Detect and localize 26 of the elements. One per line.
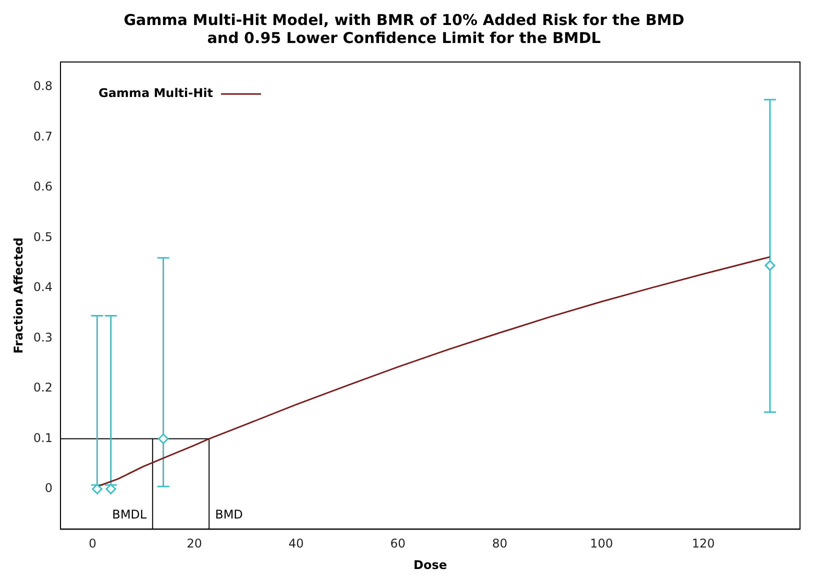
x-tick-label: 60 bbox=[390, 536, 406, 551]
y-tick-label: 0.6 bbox=[33, 180, 52, 194]
y-tick-label: 0.7 bbox=[33, 129, 52, 144]
y-tick-label: 0.4 bbox=[33, 280, 52, 294]
legend-label: Gamma Multi-Hit bbox=[98, 86, 214, 100]
ref-line-label: BMD bbox=[215, 507, 243, 522]
y-tick-label: 0.3 bbox=[33, 330, 52, 344]
x-tick-label: 0 bbox=[88, 536, 96, 551]
point bbox=[764, 260, 776, 271]
ref-line-label: BMDL bbox=[112, 507, 147, 522]
x-tick-label: 100 bbox=[590, 536, 613, 551]
x-tick-label: 20 bbox=[186, 536, 202, 551]
y-axis-title: Fraction Affected bbox=[11, 238, 26, 354]
point bbox=[158, 434, 169, 444]
point bbox=[92, 484, 102, 494]
x-axis-title: Dose bbox=[413, 558, 447, 572]
y-tick-label: 0.1 bbox=[33, 430, 52, 445]
chart-title: Gamma Multi-Hit Model, with BMR of 10% Added Risk for the BMD and 0.95 Lower Confidence Limit for the BMDL bbox=[124, 10, 684, 47]
y-tick-label: 0.2 bbox=[33, 380, 52, 395]
y-tick-label: 0.5 bbox=[33, 230, 52, 244]
x-tick-label: 40 bbox=[288, 536, 304, 551]
y-tick-label: 0.8 bbox=[33, 79, 52, 94]
point bbox=[106, 484, 116, 494]
x-tick-label: 120 bbox=[692, 536, 715, 551]
x-tick-label: 80 bbox=[492, 536, 508, 551]
y-tick-label: 0 bbox=[44, 481, 52, 496]
